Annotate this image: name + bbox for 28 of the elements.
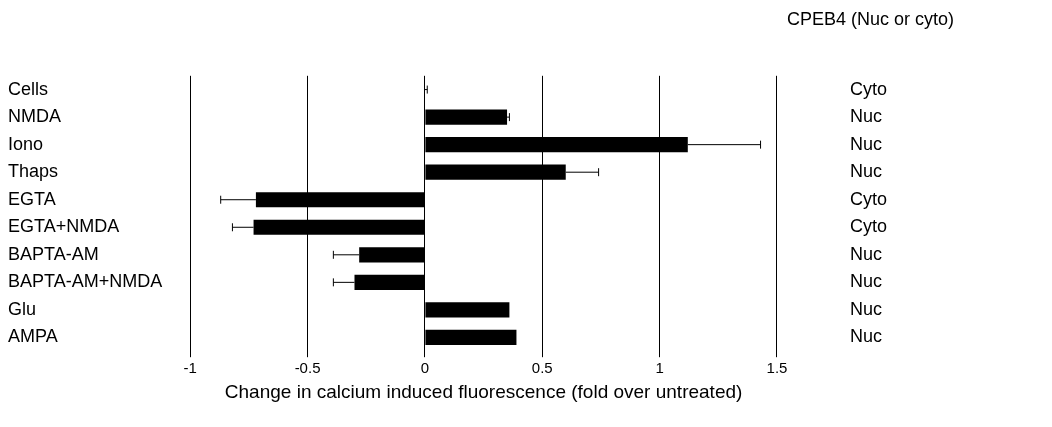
y-tick-label: EGTA+NMDA (8, 216, 120, 237)
y-tick-label: Iono (8, 133, 44, 154)
x-tick-label: -1 (183, 359, 197, 377)
y2-tick-label: Nuc (849, 161, 882, 182)
y2-tick-label: Nuc (849, 326, 882, 347)
x-tick-label: 0 (420, 359, 430, 377)
y-tick-label: BAPTA-AM (8, 243, 99, 264)
y-tick-label: Cells (8, 78, 49, 99)
x-tick-label: 1.5 (766, 359, 788, 377)
y2-tick-label: Cyto (849, 78, 887, 99)
y-tick-label: BAPTA-AM+NMDA (8, 271, 163, 292)
x-tick-label: 0.5 (531, 359, 553, 377)
y2-tick-label: Cyto (849, 216, 887, 237)
y-tick-label: NMDA (8, 106, 61, 127)
y-tick-label: Glu (8, 298, 37, 319)
y2-tick-label: Nuc (849, 243, 882, 264)
x-axis-title: Change in calcium induced fluorescence (fold over untreated) (224, 380, 743, 402)
x-tick-label: 1 (655, 359, 664, 377)
x-tick-label: -0.5 (294, 359, 321, 377)
y2-tick-label: Cyto (849, 188, 887, 209)
y-tick-label: AMPA (8, 326, 58, 347)
y-tick-label: Thaps (8, 161, 59, 182)
y2-tick-label: Nuc (849, 271, 882, 292)
y2-tick-label: Nuc (849, 106, 882, 127)
y2-axis-title: CPEB4 (Nuc or cyto) (786, 8, 955, 29)
y-tick-label: EGTA (8, 188, 56, 209)
y2-tick-label: Nuc (849, 133, 882, 154)
y2-tick-label: Nuc (849, 298, 882, 319)
